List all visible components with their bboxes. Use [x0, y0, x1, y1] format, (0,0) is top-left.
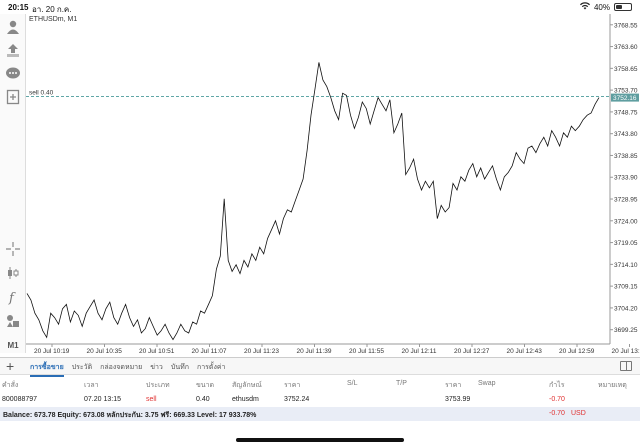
current-price-label: 3752.16: [613, 95, 637, 102]
x-tick-label: 20 Jul 11:07: [192, 348, 227, 355]
header-cell: ราคา: [284, 382, 301, 389]
header-cell: T/P: [396, 380, 407, 387]
x-tick-label: 20 Jul 11:39: [297, 348, 332, 355]
row-cell: 07.20 13:15: [84, 396, 121, 403]
battery-icon: [614, 3, 632, 11]
y-tick-label: 3753.70: [614, 88, 638, 95]
row-cell: ethusdm: [232, 396, 259, 403]
status-right: 40%: [579, 2, 632, 12]
timeframe-button[interactable]: M1: [7, 340, 19, 350]
crosshair-icon[interactable]: [4, 240, 22, 258]
header-cell: ขนาด: [196, 382, 215, 389]
y-tick-label: 3719.05: [614, 240, 638, 247]
header-cell: สัญลักษณ์: [232, 382, 262, 389]
header-cell: หมายเหตุ: [598, 382, 627, 389]
y-tick-label: 3768.55: [614, 22, 638, 29]
balance-row: Balance: 673.78 Equity: 673.08 หลักประกั…: [0, 407, 640, 421]
row-cell: sell: [146, 396, 157, 403]
y-tick-label: 3704.20: [614, 305, 638, 312]
trade-arrows-icon[interactable]: [4, 42, 22, 60]
row-cell: 3752.24: [284, 396, 310, 403]
symbol-label: ETHUSDm, M1: [29, 16, 78, 23]
x-tick-label: 20 Jul 11:55: [349, 348, 384, 355]
tab-0[interactable]: การซื้อขาย: [30, 362, 64, 377]
balance-pl: -0.70: [549, 410, 565, 417]
balance-currency: USD: [571, 410, 586, 417]
y-tick-label: 3728.95: [614, 197, 638, 204]
x-tick-label: 20 Jul 12:11: [402, 348, 437, 355]
y-tick-label: 3738.85: [614, 153, 638, 160]
x-tick-label: 20 Jul 10:19: [34, 348, 70, 355]
y-tick-label: 3758.65: [614, 66, 638, 73]
header-cell: Swap: [478, 380, 496, 387]
indicators-icon[interactable]: f: [4, 288, 22, 306]
x-tick-label: 20 Jul 10:35: [87, 348, 123, 355]
objects-icon[interactable]: [4, 312, 22, 330]
chat-icon[interactable]: [4, 65, 22, 83]
header-cell: S/L: [347, 380, 358, 387]
header-cell: ราคา: [445, 382, 462, 389]
balance-text: Balance: 673.78 Equity: 673.08 หลักประกั…: [3, 412, 257, 419]
header-cell: คำสั่ง: [2, 382, 19, 389]
candles-icon[interactable]: [4, 264, 22, 282]
tab-5[interactable]: การตั้งค่า: [196, 364, 226, 371]
y-tick-label: 3714.10: [614, 262, 638, 269]
new-order-icon[interactable]: [4, 88, 22, 106]
sell-level-label: sell 0.40: [29, 90, 54, 97]
add-icon[interactable]: +: [6, 358, 15, 374]
svg-text:f: f: [8, 291, 16, 305]
tab-1[interactable]: ประวัติ: [71, 364, 93, 371]
chart-canvas: 3768.55 3763.60 3758.65 3753.70 3748.75 3743.…: [26, 14, 640, 355]
battery-fill: [616, 5, 622, 9]
table-row[interactable]: 800088797 07.20 13:15 sell 0.40 ethusdm 3752.…: [0, 392, 640, 408]
price-chart[interactable]: 3768.55 3763.60 3758.65 3753.70 3748.75 3743.…: [26, 14, 640, 357]
current-price-tag: [611, 93, 639, 102]
row-cell: 3753.99: [445, 396, 471, 403]
y-tick-label: 3733.90: [614, 175, 638, 182]
x-tick-label: 20 Jul 11:23: [244, 348, 279, 355]
x-tick-label: 20 Jul 12:59: [559, 348, 595, 355]
y-tick-label: 3743.80: [614, 131, 638, 138]
left-toolbar: f M1: [0, 14, 26, 353]
terminal-tabs: การซื้อขาย ประวัติ กล่องจดหมาย ข่าว บันทึก กา…: [30, 362, 225, 377]
y-tick-label: 3763.60: [614, 44, 638, 51]
tab-3[interactable]: ข่าว: [150, 364, 163, 371]
price-series-line: [26, 62, 600, 341]
trade-table: คำสั่ง เวลา ประเภท ขนาด สัญลักษณ์ ราคา S/L T/P ร…: [0, 376, 640, 408]
x-tick-label: 20 Jul 10:51: [139, 348, 175, 355]
battery-percent: 40%: [593, 2, 610, 12]
header-cell: กำไร: [549, 382, 565, 389]
status-time: 20:15: [8, 3, 29, 12]
terminal-tabbar: + การซื้อขาย ประวัติ กล่องจดหมาย ข่าว บันทึก…: [0, 357, 640, 377]
status-bar: 20:15 อา. 20 ก.ค. 40%: [0, 0, 640, 14]
y-tick-label: 3699.25: [614, 327, 638, 334]
y-tick-label: 3709.15: [614, 284, 638, 291]
table-header: คำสั่ง เวลา ประเภท ขนาด สัญลักษณ์ ราคา S/L T/P ร…: [0, 376, 640, 392]
x-tick-label: 20 Jul 12:43: [507, 348, 543, 355]
account-icon[interactable]: [4, 18, 22, 36]
row-cell: -0.70: [549, 396, 565, 403]
y-tick-label: 3748.75: [614, 109, 638, 116]
layout-icon[interactable]: [620, 361, 632, 371]
status-date: อา. 20 ก.ค.: [32, 5, 72, 14]
tab-4[interactable]: บันทึก: [170, 364, 189, 371]
x-tick-label: 20 Jul 13:15: [612, 348, 640, 355]
header-cell: เวลา: [84, 382, 99, 389]
wifi-icon: [579, 2, 590, 12]
row-cell: 800088797: [2, 396, 38, 403]
home-indicator: [236, 438, 404, 442]
header-cell: ประเภท: [146, 382, 170, 389]
y-tick-label: 3724.00: [614, 218, 638, 225]
row-cell: 0.40: [196, 396, 210, 403]
x-tick-label: 20 Jul 12:27: [454, 348, 490, 355]
tab-2[interactable]: กล่องจดหมาย: [100, 364, 143, 371]
